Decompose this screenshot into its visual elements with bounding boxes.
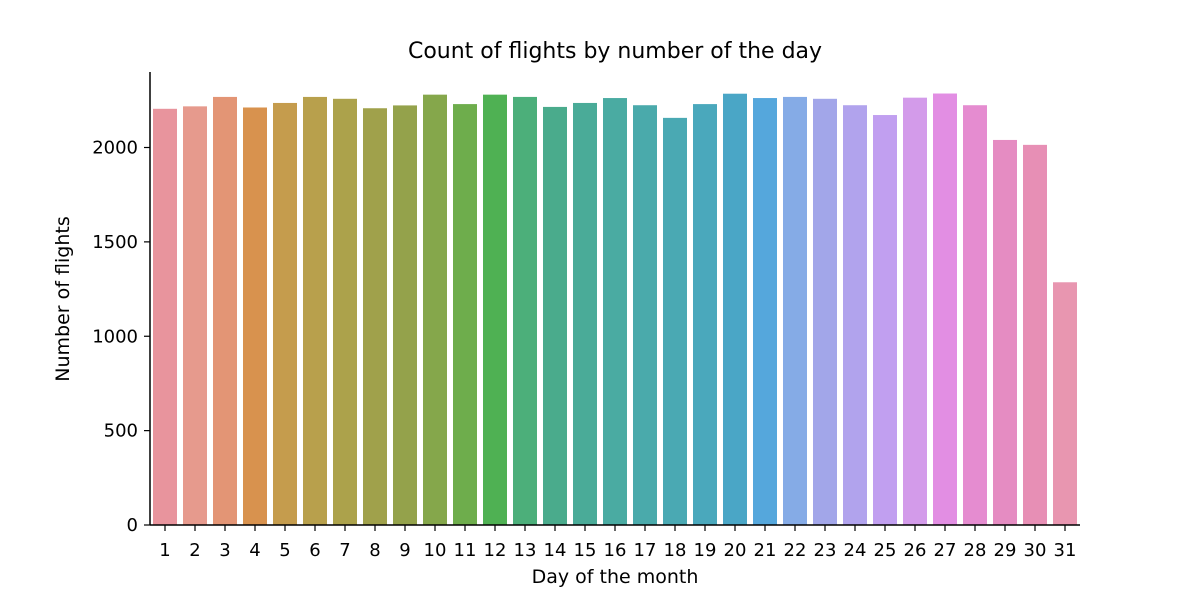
x-tick-label: 29 — [994, 540, 1017, 561]
x-tick-label: 24 — [844, 540, 867, 561]
x-tick-label: 7 — [339, 540, 350, 561]
bar-day-31 — [1053, 282, 1077, 525]
bar-day-12 — [483, 94, 507, 526]
x-tick-label: 22 — [784, 540, 807, 561]
bar-day-18 — [663, 117, 687, 526]
bar-day-5 — [273, 102, 297, 525]
bar-day-14 — [543, 106, 567, 526]
x-tick-label: 15 — [574, 540, 597, 561]
y-tick-label: 2000 — [92, 138, 138, 159]
bar-day-19 — [693, 104, 717, 525]
y-tick-label: 1000 — [92, 326, 138, 347]
bar-day-27 — [933, 93, 957, 526]
bars-layer — [153, 93, 1077, 526]
bar-day-7 — [333, 98, 357, 526]
bar-day-17 — [633, 105, 657, 525]
bar-day-15 — [573, 102, 597, 525]
x-tick-label: 23 — [814, 540, 837, 561]
x-tick-label: 1 — [159, 540, 170, 561]
bar-day-10 — [423, 94, 447, 526]
y-tick-label: 0 — [127, 515, 138, 536]
bar-day-9 — [393, 105, 417, 525]
bar-day-4 — [243, 107, 267, 526]
x-tick-label: 12 — [484, 540, 507, 561]
bar-day-21 — [753, 98, 777, 526]
x-tick-label: 6 — [309, 540, 320, 561]
x-tick-label: 11 — [454, 540, 477, 561]
bar-day-23 — [813, 98, 837, 526]
bar-day-30 — [1023, 144, 1047, 526]
x-tick-label: 9 — [399, 540, 410, 561]
bar-day-6 — [303, 96, 327, 526]
x-tick-label: 3 — [219, 540, 230, 561]
bar-day-2 — [183, 106, 207, 525]
x-tick-label: 5 — [279, 540, 290, 561]
x-tick-label: 28 — [964, 540, 987, 561]
x-tick-label: 19 — [694, 540, 717, 561]
bar-day-16 — [603, 98, 627, 526]
x-tick-label: 25 — [874, 540, 897, 561]
bar-day-20 — [723, 93, 747, 526]
y-tick-label: 500 — [104, 421, 138, 442]
bar-day-22 — [783, 96, 807, 526]
x-tick-label: 20 — [724, 540, 747, 561]
bar-day-11 — [453, 104, 477, 525]
x-tick-label: 10 — [424, 540, 447, 561]
x-tick-label: 16 — [604, 540, 627, 561]
bar-day-29 — [993, 139, 1017, 525]
x-tick-label: 21 — [754, 540, 777, 561]
bar-day-26 — [903, 97, 927, 526]
bar-day-25 — [873, 115, 897, 525]
bar-day-28 — [963, 105, 987, 525]
bar-day-1 — [153, 108, 177, 525]
x-tick-label: 13 — [514, 540, 537, 561]
y-axis-ticks: 0 500 1000 1500 2000 — [92, 138, 150, 536]
bar-day-13 — [513, 96, 537, 526]
x-tick-label: 18 — [664, 540, 687, 561]
x-tick-label: 27 — [934, 540, 957, 561]
x-axis-label: Day of the month — [532, 566, 699, 588]
x-tick-label: 30 — [1024, 540, 1047, 561]
bar-day-24 — [843, 105, 867, 525]
x-tick-label: 4 — [249, 540, 260, 561]
x-tick-label: 26 — [904, 540, 927, 561]
x-tick-label: 14 — [544, 540, 567, 561]
y-tick-label: 1500 — [92, 232, 138, 253]
chart-title: Count of flights by number of the day — [408, 39, 822, 64]
x-tick-label: 31 — [1054, 540, 1077, 561]
x-tick-label: 2 — [189, 540, 200, 561]
x-axis-ticks: 1 2 3 4 5 6 7 8 9 10 11 12 13 14 15 16 17 18 19 20 21 22 23 24 2… — [159, 525, 1076, 561]
x-tick-label: 17 — [634, 540, 657, 561]
x-tick-label: 8 — [369, 540, 380, 561]
bar-day-3 — [213, 96, 237, 526]
bar-day-8 — [363, 108, 387, 526]
y-axis-label: Number of flights — [52, 216, 74, 381]
